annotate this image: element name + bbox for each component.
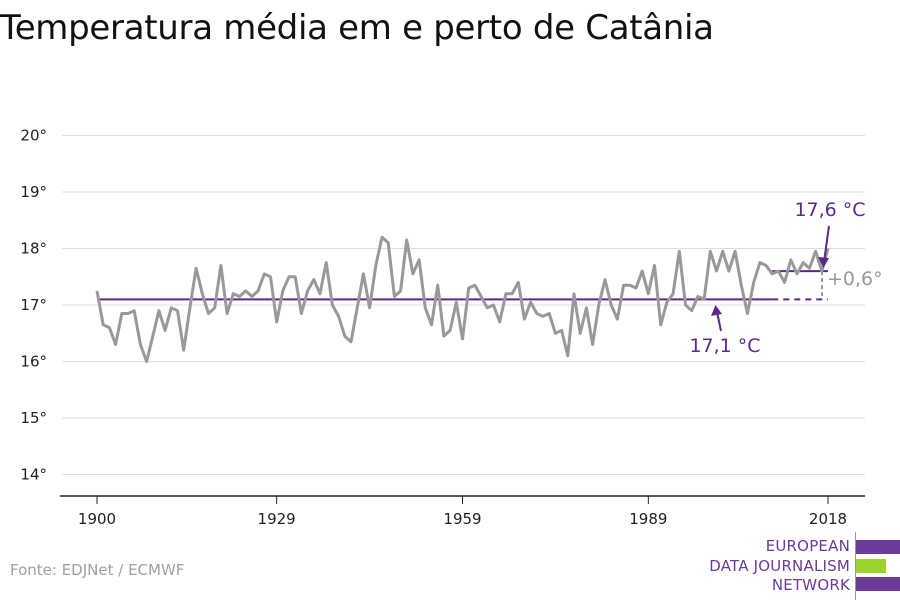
x-tick-label: 1929 [258,510,296,528]
logo-line-data-journalism: DATA JOURNALISM [709,557,850,575]
logo-line-network: NETWORK [771,576,850,594]
x-tick-label: 1959 [443,510,481,528]
baseline-label-arrow [716,311,722,332]
recent-mean-label: 17,6 °C [794,199,865,221]
y-tick-label: 19° [20,183,47,201]
edjnet-logo[interactable]: EUROPEAN DATA JOURNALISM NETWORK [700,532,900,600]
x-tick-label: 2018 [809,510,847,528]
logo-line-european: EUROPEAN [765,537,850,555]
logo-bar-middle [856,559,886,573]
source-note: Fonte: EDJNet / ECMWF [10,561,185,579]
y-axis-labels: 14° 15° 16° 17° 18° 19° 20° [20,127,47,484]
grid-lines [62,135,865,475]
baseline-mean-label: 17,1 °C [689,335,760,357]
reference-lines [97,270,828,301]
x-tick-label: 1900 [78,510,116,528]
baseline-label-arrowhead [711,305,722,316]
y-tick-label: 20° [20,127,47,145]
x-tick-label: 1989 [629,510,667,528]
logo-bar-bottom [856,577,900,591]
x-axis-ticks: 1900 1929 1959 1989 2018 [78,496,847,528]
recent-label-arrowhead [818,257,829,268]
y-tick-label: 14° [20,466,47,484]
chart-title: Temperatura média em e perto de Catânia [0,8,714,48]
annotations: 17,6 °C 17,1 °C +0,6° [689,199,882,357]
temperature-line [95,235,830,363]
difference-label: +0,6° [827,268,883,290]
y-tick-label: 16° [20,353,47,371]
line-chart: 14° 15° 16° 17° 18° 19° 20° 1900 1929 1959 1989 20… [20,127,882,529]
y-tick-label: 17° [20,296,47,314]
y-tick-label: 18° [20,240,47,258]
recent-label-arrow [823,225,830,263]
logo-divider [855,532,856,600]
logo-bar-top [856,540,900,554]
y-tick-label: 15° [20,409,47,427]
